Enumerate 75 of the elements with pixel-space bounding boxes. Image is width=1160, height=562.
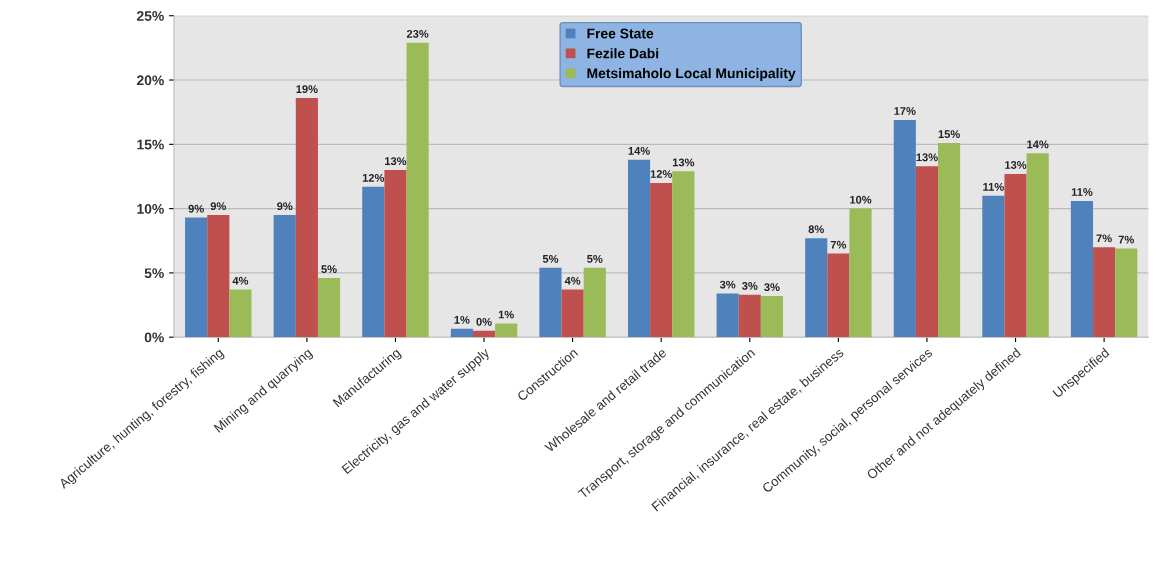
y-tick-label: 15% xyxy=(137,139,164,150)
data-label: 14% xyxy=(1027,140,1049,149)
data-label: 1% xyxy=(454,315,470,324)
legend-label: Free State xyxy=(587,28,654,39)
bar xyxy=(760,296,783,338)
data-label: 13% xyxy=(672,158,695,167)
y-tick-label: 20% xyxy=(136,75,164,86)
data-label: 1% xyxy=(498,310,514,319)
bar xyxy=(716,293,739,338)
data-label: 23% xyxy=(406,29,429,38)
data-label: 13% xyxy=(1005,161,1027,169)
data-label: 5% xyxy=(587,254,603,263)
data-label: 7% xyxy=(1118,235,1134,244)
y-tick-label: 25% xyxy=(136,11,164,21)
bar xyxy=(273,215,296,338)
data-label: 4% xyxy=(564,276,581,285)
bar xyxy=(1070,200,1094,338)
bar xyxy=(583,267,606,338)
data-label: 7% xyxy=(830,240,847,249)
data-label: 5% xyxy=(321,265,337,274)
data-label: 13% xyxy=(385,157,407,166)
bar xyxy=(207,215,230,338)
bar xyxy=(1026,153,1049,338)
data-label: 10% xyxy=(850,195,872,204)
bar xyxy=(295,98,318,338)
data-label: 8% xyxy=(808,225,824,234)
data-label: 9% xyxy=(188,204,204,213)
bar xyxy=(627,159,651,338)
bar xyxy=(805,238,828,338)
bar xyxy=(406,42,429,338)
data-label: 12% xyxy=(362,173,385,182)
bar xyxy=(450,328,473,338)
data-label: 9% xyxy=(277,202,293,211)
bar xyxy=(384,170,407,338)
bar xyxy=(849,208,872,338)
bar xyxy=(1093,247,1116,338)
bar xyxy=(827,253,850,338)
data-label: 17% xyxy=(894,107,916,115)
data-label: 11% xyxy=(1071,188,1093,196)
bar xyxy=(1004,173,1027,338)
bar xyxy=(893,119,916,338)
bar xyxy=(982,195,1005,338)
bar xyxy=(472,330,496,338)
data-label: 4% xyxy=(232,276,249,285)
bar xyxy=(362,186,385,338)
data-label: 5% xyxy=(542,254,559,263)
bar xyxy=(672,171,695,338)
legend-label: Metsimaholo Local Municipality xyxy=(587,68,796,81)
bar xyxy=(185,217,208,338)
bar xyxy=(317,278,341,338)
data-label: 11% xyxy=(983,182,1004,191)
data-label: 0% xyxy=(476,317,492,326)
y-tick-label: 0% xyxy=(144,332,164,343)
data-label: 3% xyxy=(719,280,736,289)
data-label: 3% xyxy=(742,281,758,290)
bar xyxy=(738,294,761,338)
data-label: 19% xyxy=(296,85,318,94)
data-label: 9% xyxy=(210,202,227,211)
data-label: 12% xyxy=(650,170,673,178)
y-tick-label: 10% xyxy=(137,203,164,214)
bar xyxy=(495,323,518,338)
data-label: 3% xyxy=(764,283,780,292)
bar xyxy=(938,143,961,338)
bar xyxy=(915,166,939,338)
bar xyxy=(539,267,562,338)
data-label: 15% xyxy=(938,130,960,139)
legend-label: Fezile Dabi xyxy=(587,48,659,59)
bar xyxy=(561,289,584,338)
y-tick-label: 5% xyxy=(144,268,164,279)
bar xyxy=(1115,248,1138,338)
data-label: 13% xyxy=(916,153,938,162)
data-label: 14% xyxy=(628,146,650,155)
bar xyxy=(650,182,673,338)
bar xyxy=(229,289,252,338)
data-label: 7% xyxy=(1096,234,1112,243)
